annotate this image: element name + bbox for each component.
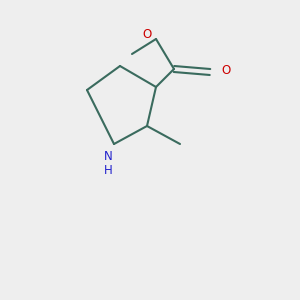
Text: H: H xyxy=(103,164,112,178)
Text: O: O xyxy=(222,64,231,77)
Text: N: N xyxy=(103,149,112,163)
Text: O: O xyxy=(142,28,152,41)
